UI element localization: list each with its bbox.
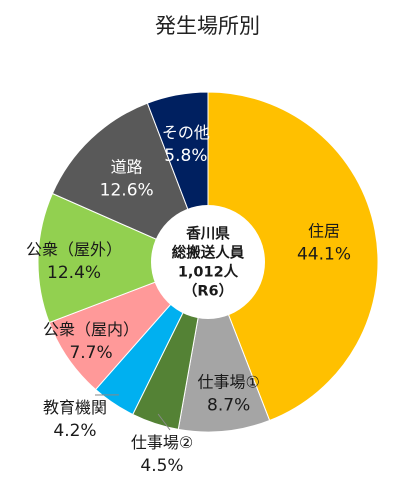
slice-category-label: 公衆（屋内） <box>43 320 139 339</box>
slice-category-label: その他 <box>162 123 210 142</box>
slice-value-label: 12.4% <box>47 263 101 283</box>
slice-value-label: 44.1% <box>297 244 351 264</box>
pie-slice <box>207 91 379 422</box>
slice-category-label: 仕事場② <box>131 433 193 452</box>
slice-category-label: 道路 <box>111 157 143 176</box>
slice-value-label: 4.5% <box>140 456 183 476</box>
slice-labels: 住居 44.1% 仕事場① 8.7% 仕事場② 4.5% 教育機関 4.2% 公衆（屋内） 7.7… <box>26 123 351 476</box>
slice-value-label: 12.6% <box>100 180 154 200</box>
slice-category-label: 教育機関 <box>43 398 107 417</box>
center-label-line: 1,012人 <box>178 264 239 281</box>
center-label-line: 香川県 <box>186 225 230 243</box>
slice-category-label: 住居 <box>308 221 340 240</box>
center-label-line: （R6） <box>183 282 233 300</box>
chart-title: 発生場所別 <box>155 14 260 38</box>
slice-value-label: 4.2% <box>53 421 96 441</box>
slice-category-label: 仕事場① <box>197 372 259 391</box>
slice-value-label: 8.7% <box>207 395 250 415</box>
slice-category-label: 公衆（屋外） <box>26 240 122 259</box>
slice-value-label: 5.8% <box>164 146 207 166</box>
slice-value-label: 7.7% <box>69 343 112 363</box>
donut-hole <box>151 205 265 319</box>
center-label-line: 総搬送人員 <box>172 244 245 262</box>
pie-slice <box>37 192 210 324</box>
leader-line <box>157 413 171 431</box>
leader-lines <box>94 394 171 431</box>
